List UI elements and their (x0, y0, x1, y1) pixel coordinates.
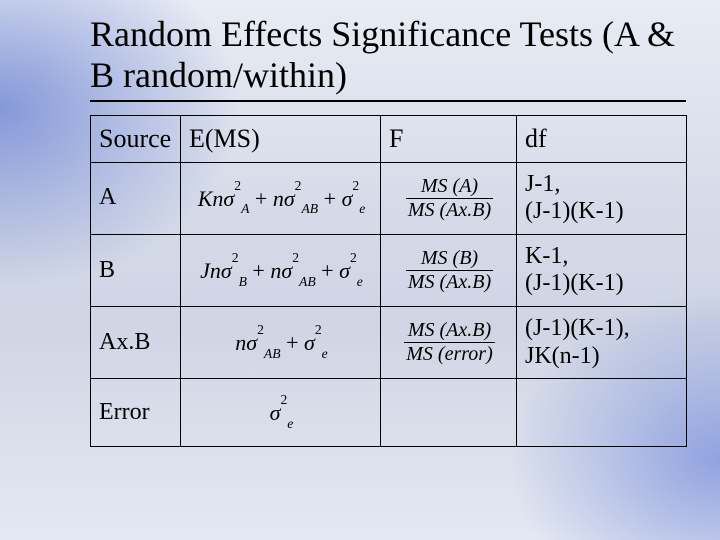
table-row: B Jnσ2B + nσ2AB + σ2e MS (B) MS (Ax.B) K… (91, 234, 687, 306)
f-cell: MS (Ax.B) MS (error) (381, 307, 517, 379)
source-cell: A (91, 162, 181, 234)
source-cell: Ax.B (91, 307, 181, 379)
source-cell: Error (91, 379, 181, 447)
f-ratio-axb: MS (Ax.B) MS (error) (404, 320, 494, 365)
col-header-f: F (381, 115, 517, 162)
col-header-ems: E(MS) (181, 115, 381, 162)
table-row: Ax.B nσ2AB + σ2e MS (Ax.B) MS (error) (J… (91, 307, 687, 379)
f-ratio-b: MS (B) MS (Ax.B) (406, 248, 493, 293)
f-cell-empty (381, 379, 517, 447)
ems-formula-error: σ2e (189, 400, 374, 425)
table-row: A Knσ2A + nσ2AB + σ2e MS (A) MS (Ax.B) J… (91, 162, 687, 234)
f-cell: MS (A) MS (Ax.B) (381, 162, 517, 234)
ems-formula-a: Knσ2A + nσ2AB + σ2e (189, 186, 374, 211)
title-underline (90, 100, 686, 102)
f-cell: MS (B) MS (Ax.B) (381, 234, 517, 306)
anova-table: Source E(MS) F df A Knσ2A + nσ2AB + σ2e … (90, 115, 687, 447)
ems-formula-axb: nσ2AB + σ2e (189, 330, 374, 355)
table-header-row: Source E(MS) F df (91, 115, 687, 162)
f-ratio-a: MS (A) MS (Ax.B) (406, 176, 493, 221)
slide-title: Random Effects Significance Tests (A & B… (90, 14, 692, 97)
df-cell-empty (517, 379, 687, 447)
col-header-df: df (517, 115, 687, 162)
col-header-source: Source (91, 115, 181, 162)
ems-cell: σ2e (181, 379, 381, 447)
ems-cell: Jnσ2B + nσ2AB + σ2e (181, 234, 381, 306)
table-row: Error σ2e (91, 379, 687, 447)
ems-cell: nσ2AB + σ2e (181, 307, 381, 379)
df-cell: J-1, (J-1)(K-1) (517, 162, 687, 234)
df-cell: (J-1)(K-1), JK(n-1) (517, 307, 687, 379)
ems-formula-b: Jnσ2B + nσ2AB + σ2e (189, 258, 374, 283)
slide: Random Effects Significance Tests (A & B… (0, 0, 720, 540)
ems-cell: Knσ2A + nσ2AB + σ2e (181, 162, 381, 234)
df-cell: K-1, (J-1)(K-1) (517, 234, 687, 306)
source-cell: B (91, 234, 181, 306)
